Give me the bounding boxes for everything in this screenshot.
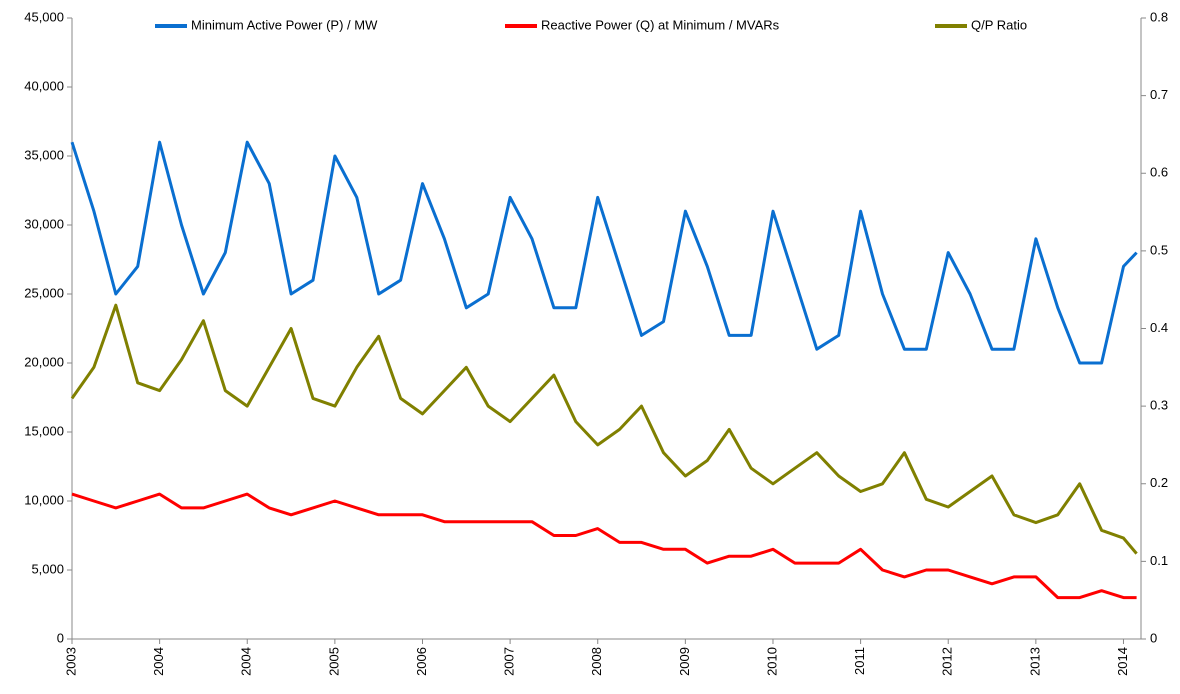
y2-tick-label: 0.6 [1150, 165, 1168, 180]
x-tick-label: 2009 [677, 647, 692, 676]
x-tick-label: 2006 [414, 647, 429, 676]
y-tick-label: 25,000 [24, 285, 64, 300]
legend-label: Q/P Ratio [971, 17, 1027, 32]
series-line [70, 140, 1138, 365]
y-tick-label: 20,000 [24, 354, 64, 369]
series-line [70, 303, 1138, 555]
x-tick-label: 2013 [1027, 647, 1042, 676]
x-tick-label: 2010 [764, 647, 779, 676]
series-line [71, 492, 1137, 600]
x-tick-label: 2003 [63, 647, 78, 676]
y2-tick-label: 0.8 [1150, 9, 1168, 24]
x-tick-label: 2005 [326, 647, 341, 676]
y-tick-label: 40,000 [24, 78, 64, 93]
legend-label: Reactive Power (Q) at Minimum / MVARs [541, 17, 780, 32]
x-tick-label: 2008 [589, 647, 604, 676]
y-tick-label: 5,000 [31, 561, 64, 576]
x-tick-label: 2004 [151, 647, 166, 676]
y-tick-label: 35,000 [24, 147, 64, 162]
y2-tick-label: 0.7 [1150, 87, 1168, 102]
y-tick-label: 30,000 [24, 216, 64, 231]
legend-label: Minimum Active Power (P) / MW [191, 17, 378, 32]
y-tick-label: 0 [57, 630, 64, 645]
y2-tick-label: 0.5 [1150, 242, 1168, 257]
y2-tick-label: 0.1 [1150, 553, 1168, 568]
x-tick-label: 2014 [1115, 647, 1130, 676]
y2-tick-label: 0.3 [1150, 398, 1168, 413]
y2-tick-label: 0.4 [1150, 320, 1168, 335]
y2-tick-label: 0.2 [1150, 475, 1168, 490]
x-tick-label: 2007 [502, 647, 517, 676]
x-tick-label: 2004 [239, 647, 254, 676]
y-tick-label: 10,000 [24, 492, 64, 507]
y2-tick-label: 0 [1150, 630, 1157, 645]
y-tick-label: 45,000 [24, 9, 64, 24]
x-tick-label: 2012 [940, 647, 955, 676]
y-tick-label: 15,000 [24, 423, 64, 438]
x-tick-label: 2011 [852, 647, 867, 675]
